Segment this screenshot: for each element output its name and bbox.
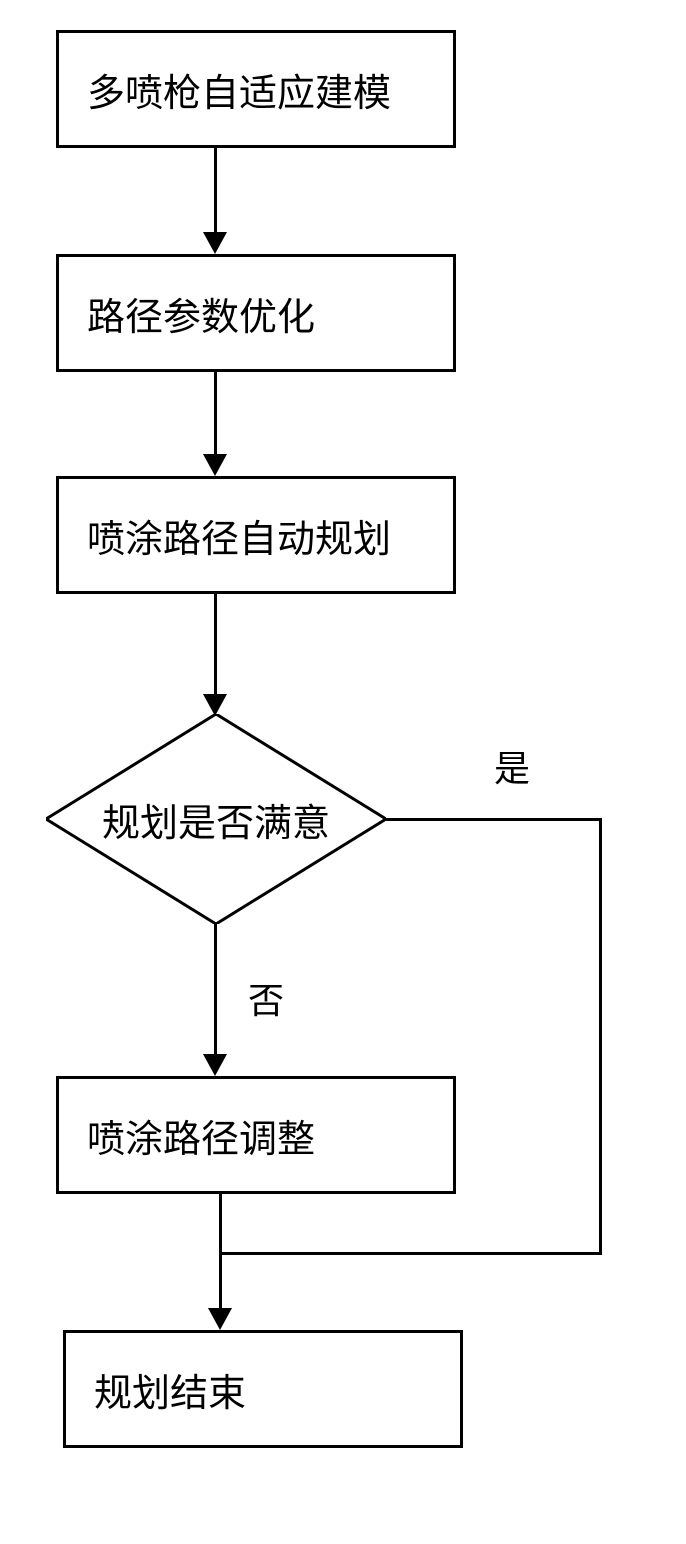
step3-text: 喷涂路径自动规划	[87, 508, 391, 563]
step3-box: 喷涂路径自动规划	[56, 476, 456, 594]
arrow-5-6-head	[208, 1308, 232, 1330]
step2-box: 路径参数优化	[56, 254, 456, 372]
step2-text: 路径参数优化	[87, 286, 315, 341]
arrow-3-d-line	[214, 594, 217, 694]
arrow-yes-h1	[386, 818, 602, 821]
arrow-yes-v	[599, 818, 602, 1255]
no-label: 否	[248, 972, 284, 1024]
arrow-3-d-head	[203, 694, 227, 716]
arrow-yes-h2	[221, 1252, 602, 1255]
decision-diamond: 规划是否满意	[46, 714, 386, 924]
step5-text: 喷涂路径调整	[87, 1108, 315, 1163]
arrow-no-head	[203, 1054, 227, 1076]
step6-text: 规划结束	[94, 1362, 246, 1417]
step6-box: 规划结束	[63, 1330, 463, 1448]
arrow-2-3-head	[203, 454, 227, 476]
yes-label: 是	[494, 740, 530, 792]
arrow-5-6-line	[219, 1194, 222, 1308]
arrow-1-2-line	[214, 148, 217, 232]
step5-box: 喷涂路径调整	[56, 1076, 456, 1194]
step1-box: 多喷枪自适应建模	[56, 30, 456, 148]
step1-text: 多喷枪自适应建模	[87, 62, 391, 117]
decision-text: 规划是否满意	[46, 714, 386, 924]
arrow-2-3-line	[214, 372, 217, 454]
arrow-no-line	[214, 924, 217, 1054]
arrow-1-2-head	[203, 232, 227, 254]
